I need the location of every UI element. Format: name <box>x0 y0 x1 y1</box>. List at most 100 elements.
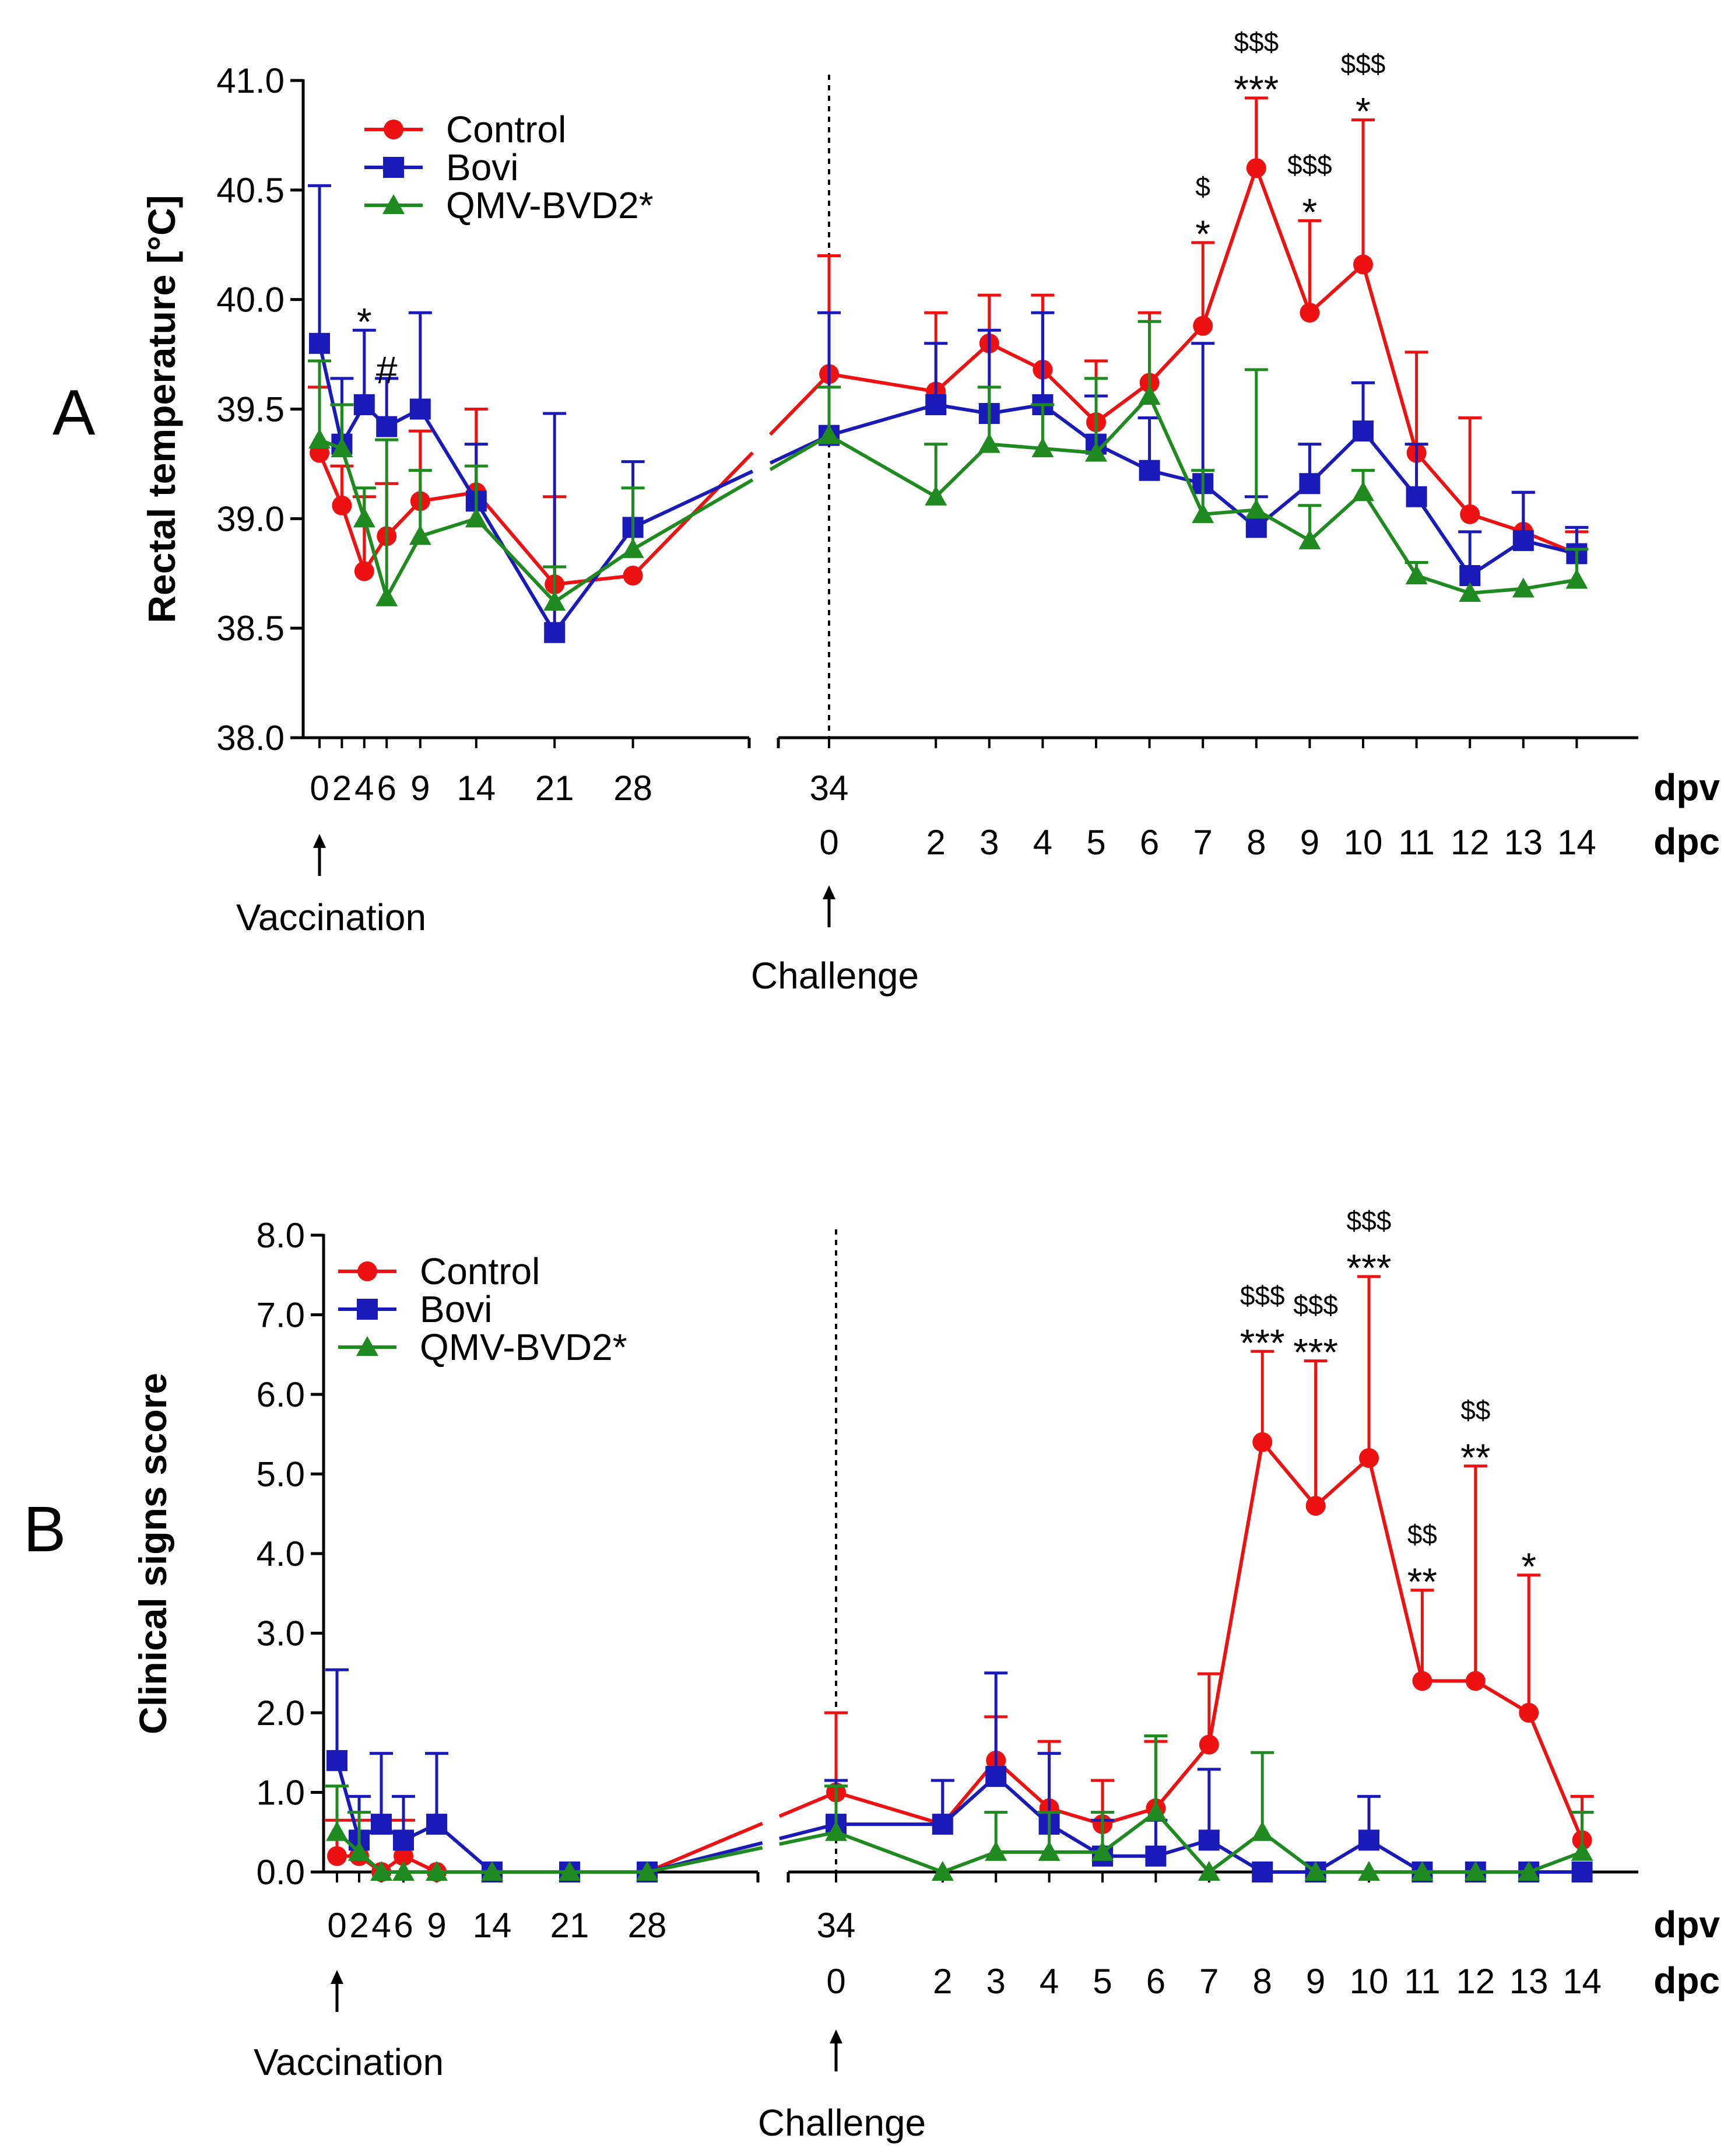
data-point <box>393 1829 414 1851</box>
legend-marker <box>356 1336 378 1356</box>
data-point <box>1138 384 1161 405</box>
series-line-bridge <box>778 1790 837 1818</box>
vaccination-arrow-head <box>331 1970 343 1984</box>
x-tick-label-dpc: 12 <box>1451 823 1490 862</box>
y-tick-label: 4.0 <box>257 1534 305 1573</box>
x-tick-label-dpv: 9 <box>427 1906 446 1945</box>
significance-label: * <box>1195 212 1210 255</box>
data-point <box>543 591 566 611</box>
data-point <box>1198 1829 1220 1851</box>
data-point <box>1464 1861 1487 1881</box>
data-point <box>308 429 331 449</box>
data-point <box>1459 582 1481 602</box>
y-tick-label: 0.0 <box>257 1853 305 1892</box>
x-tick-label-dpc: 0 <box>819 823 838 862</box>
data-point <box>925 485 947 506</box>
challenge-arrow-head <box>823 885 835 899</box>
data-point <box>353 507 375 528</box>
data-point <box>1245 499 1267 519</box>
data-point <box>1298 529 1321 549</box>
x-tick-label-dpc: 7 <box>1193 823 1213 862</box>
significance-label: $ <box>1195 171 1210 202</box>
data-point <box>1518 1861 1540 1881</box>
legend-marker <box>383 157 404 178</box>
data-point <box>818 424 840 444</box>
data-point <box>332 495 352 516</box>
data-point <box>1192 503 1214 523</box>
series-line-bridge <box>769 433 830 471</box>
significance-label: $$ <box>1460 1395 1490 1425</box>
data-point <box>1193 315 1213 336</box>
data-point <box>1353 254 1373 275</box>
y-tick-label: 38.0 <box>216 718 285 758</box>
data-point <box>636 1861 658 1881</box>
series-line-bridge <box>632 469 754 530</box>
series-line <box>318 438 634 604</box>
panel-label: A <box>52 377 96 448</box>
series-bovi <box>308 184 1589 643</box>
data-point <box>1512 530 1534 551</box>
series-bovi <box>325 1668 1593 1882</box>
challenge-label: Challenge <box>751 955 919 997</box>
y-axis-title: Rectal temperature [°C] <box>140 195 183 623</box>
x-tick-label-dpc: 11 <box>1398 823 1434 862</box>
data-point <box>354 561 374 581</box>
data-point <box>1519 1703 1539 1723</box>
data-point <box>623 566 643 586</box>
data-point <box>544 622 566 643</box>
x-tick-label-dpc: 0 <box>826 1962 845 2001</box>
data-point <box>1358 1861 1380 1881</box>
series-line-bridge <box>646 1821 763 1874</box>
series-line-bridge <box>647 1846 763 1874</box>
x-tick-label-dpv: 21 <box>535 769 574 808</box>
y-tick-label: 39.5 <box>216 390 285 429</box>
panel-a: 38.0 38.5 39.0 39.5 40.0 40.5 41.0 Rectal tempe… <box>52 27 1720 997</box>
x-tick-label-dpv: 4 <box>354 769 374 808</box>
data-point <box>1252 1432 1273 1452</box>
legend-label: Bovi <box>420 1288 493 1330</box>
data-point <box>1198 1861 1220 1881</box>
data-point <box>426 1861 448 1881</box>
x-tick-label-dpv: 28 <box>613 769 652 808</box>
y-tick-label: 1.0 <box>257 1773 305 1813</box>
data-point <box>1145 1845 1167 1867</box>
data-point <box>331 437 353 458</box>
dpc-unit-label: dpc <box>1653 1959 1720 2001</box>
x-tick-label-dpv: 9 <box>410 769 430 808</box>
data-point <box>1304 1861 1327 1881</box>
legend-marker <box>382 194 405 214</box>
challenge-label: Challenge <box>758 2102 926 2144</box>
x-tick-label-dpv: 21 <box>550 1906 589 1945</box>
data-point <box>1571 1861 1593 1882</box>
y-tick-label: 38.5 <box>216 609 285 648</box>
legend-marker <box>357 1299 378 1320</box>
x-tick-label-dpc: 6 <box>1140 823 1159 862</box>
x-tick-label-dpc: 3 <box>979 823 999 862</box>
vaccination-arrow-head <box>313 834 326 848</box>
legend-marker <box>357 1261 377 1281</box>
series-line-bridge <box>779 1830 837 1846</box>
data-point <box>353 394 375 415</box>
significance-label: $$$ <box>1341 49 1386 79</box>
significance-label: $$$ <box>1347 1205 1392 1236</box>
data-point <box>1031 437 1054 458</box>
x-tick-label-dpv: 34 <box>817 1906 856 1945</box>
data-point <box>1353 420 1374 442</box>
x-tick-label-dpc: 14 <box>1557 823 1596 862</box>
data-point <box>622 538 644 558</box>
x-tick-label-dpc: 4 <box>1040 1962 1059 2001</box>
x-tick-label-dpc: 6 <box>1146 1962 1165 2001</box>
data-point <box>1139 460 1160 481</box>
y-tick-label: 2.0 <box>257 1694 305 1733</box>
legend-label: QMV-BVD2* <box>420 1326 627 1368</box>
x-tick-label-dpc: 10 <box>1350 1962 1389 2001</box>
significance-label: *** <box>1346 1246 1391 1289</box>
x-tick-label-dpc: 2 <box>926 823 946 862</box>
data-point <box>825 1821 847 1841</box>
data-point <box>985 1841 1007 1861</box>
x-tick-label-dpv: 14 <box>457 769 496 808</box>
data-point <box>1565 569 1588 589</box>
challenge-arrow-head <box>830 2029 842 2043</box>
data-point <box>931 1861 954 1881</box>
